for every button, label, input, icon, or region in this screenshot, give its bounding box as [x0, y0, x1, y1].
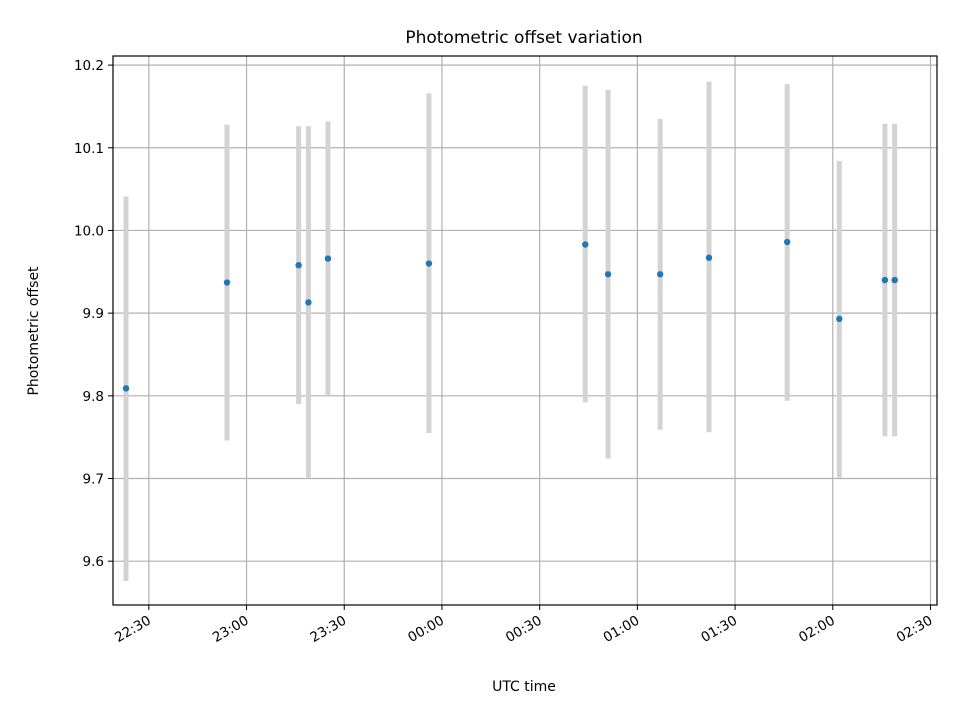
- data-point: [295, 261, 302, 269]
- data-points: [122, 238, 898, 392]
- data-point: [582, 241, 589, 248]
- y-tick-label: 10.0: [74, 223, 104, 239]
- data-point: [425, 260, 433, 267]
- data-point: [656, 271, 664, 278]
- y-tick-label: 9.6: [83, 554, 104, 570]
- data-point: [891, 276, 898, 284]
- data-point: [305, 299, 312, 306]
- y-axis-label: Photometric offset: [26, 266, 42, 396]
- y-tick-label: 9.8: [83, 389, 104, 405]
- grid: [113, 56, 937, 605]
- y-tick-label: 9.9: [83, 306, 104, 322]
- data-point: [223, 279, 231, 286]
- x-axis-label: UTC time: [492, 679, 556, 695]
- data-point: [836, 315, 843, 323]
- data-point: [705, 254, 713, 261]
- y-tick-label: 10.1: [74, 141, 104, 157]
- y-axis-ticks: 9.6 9.7 9.8 9.9 10.0 10.1 10.2: [74, 58, 113, 570]
- y-tick-label: 10.2: [74, 58, 104, 74]
- y-tick-label: 9.7: [83, 471, 104, 487]
- chart-title: Photometric offset variation: [405, 28, 642, 48]
- data-point: [324, 255, 332, 262]
- data-point: [122, 385, 130, 392]
- data-point: [783, 238, 791, 246]
- plot-area-frame: [112, 55, 938, 606]
- data-point: [881, 276, 889, 284]
- data-point: [604, 271, 612, 278]
